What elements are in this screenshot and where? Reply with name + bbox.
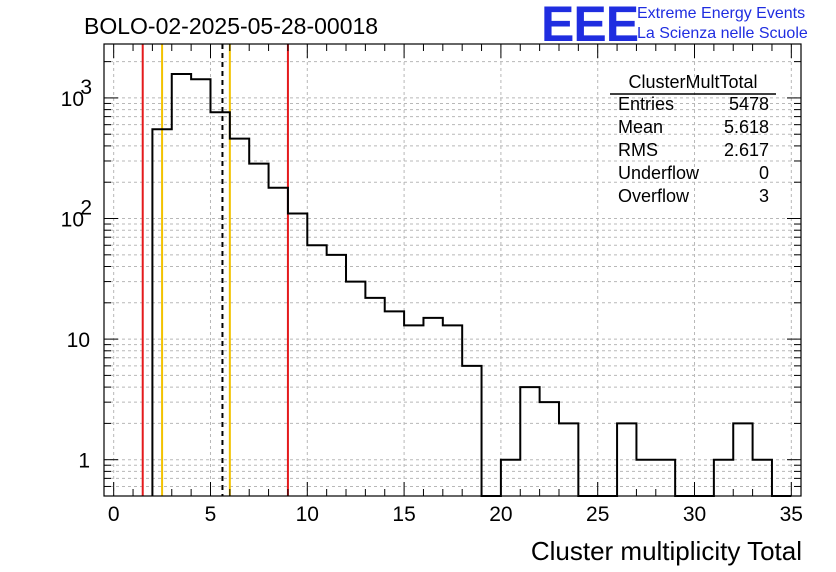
y-tick-label: 10 [67, 329, 90, 352]
logo-line-1: Extreme Energy Events [637, 5, 805, 22]
x-axis-label: Cluster multiplicity Total [531, 536, 802, 566]
y-tick-label: 10 [61, 88, 84, 111]
stats-label: Underflow [618, 163, 700, 183]
logo-letters: EEE [541, 0, 638, 52]
y-tick-base: 10 [61, 209, 84, 232]
y-tick-label: 1 [78, 450, 90, 473]
stats-label: Overflow [618, 186, 690, 206]
x-tick-label: 15 [392, 503, 415, 526]
stats-name: ClusterMultTotal [628, 72, 757, 92]
logo-line-2: La Scienza nelle Scuole [637, 25, 808, 42]
plot-title: BOLO-02-2025-05-28-00018 [84, 13, 378, 39]
eee-logo: EEE Extreme Energy Events La Scienza nel… [541, 0, 808, 52]
y-tick-exponent: 2 [80, 197, 92, 220]
marker-lines [141, 44, 289, 496]
y-tick-exponent: 3 [80, 76, 92, 99]
stats-label: RMS [618, 140, 658, 160]
x-tick-label: 25 [586, 503, 609, 526]
x-tick-label: 20 [489, 503, 512, 526]
stats-value: 5.618 [724, 117, 769, 137]
plot-frame [103, 43, 802, 497]
stats-value: 3 [759, 186, 769, 206]
histogram-outline [151, 72, 792, 497]
stats-value: 5478 [729, 94, 769, 114]
y-tick-base: 10 [61, 88, 84, 111]
y-tick-base: 10 [67, 329, 90, 352]
x-tick-label: 5 [205, 503, 217, 526]
stats-value: 2.617 [724, 140, 769, 160]
y-tick-label: 10 [61, 209, 84, 232]
stats-box: ClusterMultTotal Entries 5478 Mean 5.618 RMS… [610, 72, 776, 206]
y-tick-base: 1 [78, 450, 90, 473]
x-tick-label: 0 [108, 503, 120, 526]
x-tick-label: 10 [296, 503, 319, 526]
stats-label: Entries [618, 94, 674, 114]
x-tick-label: 35 [780, 503, 803, 526]
grid-layer [104, 44, 801, 497]
stats-label: Mean [618, 117, 663, 137]
stats-value: 0 [759, 163, 769, 183]
x-tick-label: 30 [683, 503, 706, 526]
